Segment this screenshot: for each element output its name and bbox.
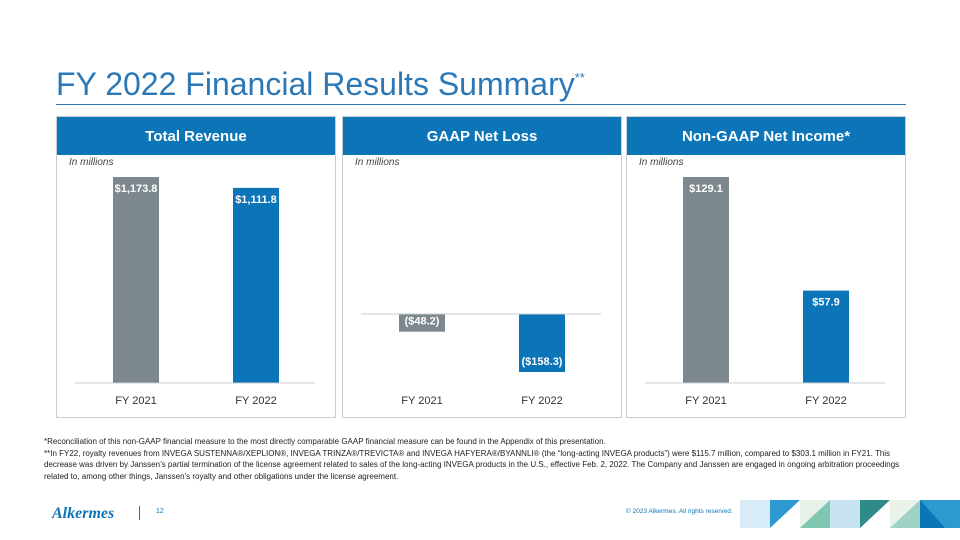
x-tick-label: FY 2021 xyxy=(685,395,726,407)
page-title: FY 2022 Financial Results Summary** xyxy=(56,66,585,103)
page-title-text: FY 2022 Financial Results Summary xyxy=(56,66,575,102)
data-label: $1,111.8 xyxy=(235,194,277,206)
total-revenue-panel: Total Revenue In millions $1,173.8 FY 202… xyxy=(56,116,336,418)
page-number: 12 xyxy=(156,508,164,515)
data-label: $57.9 xyxy=(812,297,840,309)
x-tick-label: FY 2021 xyxy=(401,395,442,407)
data-label: ($158.3) xyxy=(522,356,563,368)
non-gaap-net-income-chart: $129.1 FY 2021 $57.9 FY 2022 xyxy=(645,177,885,407)
gaap-net-loss-chart: ($48.2) FY 2021 ($158.3) FY 2022 xyxy=(361,313,601,407)
units-label: In millions xyxy=(639,157,684,168)
footer-separator xyxy=(139,506,140,520)
data-label: $1,173.8 xyxy=(115,183,158,195)
footnotes: *Reconciliation of this non-GAAP financi… xyxy=(44,436,912,482)
bar-fy-2021 xyxy=(399,314,445,332)
x-tick-label: FY 2022 xyxy=(521,395,562,407)
footer-tile xyxy=(860,500,890,528)
gaap-net-loss-panel: GAAP Net Loss In millions ($48.2) FY 2021… xyxy=(342,116,622,418)
data-label: ($48.2) xyxy=(405,316,440,328)
units-label: In millions xyxy=(69,157,114,168)
footnote-non-gaap: *Reconciliation of this non-GAAP financi… xyxy=(44,437,606,446)
title-divider xyxy=(56,104,906,105)
footer-tile xyxy=(740,500,770,528)
bar-fy-2021 xyxy=(113,177,159,383)
total-revenue-chart: $1,173.8 FY 2021 $1,111.8 FY 2022 xyxy=(75,177,315,407)
copyright-text: © 2023 Alkermes. All rights reserved. xyxy=(626,508,733,515)
footer-tile xyxy=(800,500,830,528)
x-tick-label: FY 2021 xyxy=(115,395,156,407)
data-label: $129.1 xyxy=(689,183,723,195)
non-gaap-net-income-panel: Non-GAAP Net Income* In millions $129.1 F… xyxy=(626,116,906,418)
footer-tile xyxy=(920,500,945,528)
x-tick-label: FY 2022 xyxy=(805,395,846,407)
footer-tile xyxy=(890,500,920,528)
footer-tile xyxy=(830,500,860,528)
alkermes-logo: Alkermes xyxy=(52,505,115,522)
footnote-royalty: **In FY22, royalty revenues from INVEGA … xyxy=(44,448,900,481)
panel-header: Non-GAAP Net Income* xyxy=(627,117,905,155)
bar-fy-2022 xyxy=(233,187,279,383)
bar-fy-2021 xyxy=(683,177,729,383)
footer-tile xyxy=(770,500,800,528)
units-label: In millions xyxy=(355,157,400,168)
title-footnote-mark: ** xyxy=(574,70,585,85)
bar-fy-2022 xyxy=(519,314,565,372)
panel-header: Total Revenue xyxy=(57,117,335,155)
x-tick-label: FY 2022 xyxy=(235,395,276,407)
footer-decoration xyxy=(740,500,960,528)
bar-fy-2022 xyxy=(803,290,849,383)
panel-header: GAAP Net Loss xyxy=(343,117,621,155)
